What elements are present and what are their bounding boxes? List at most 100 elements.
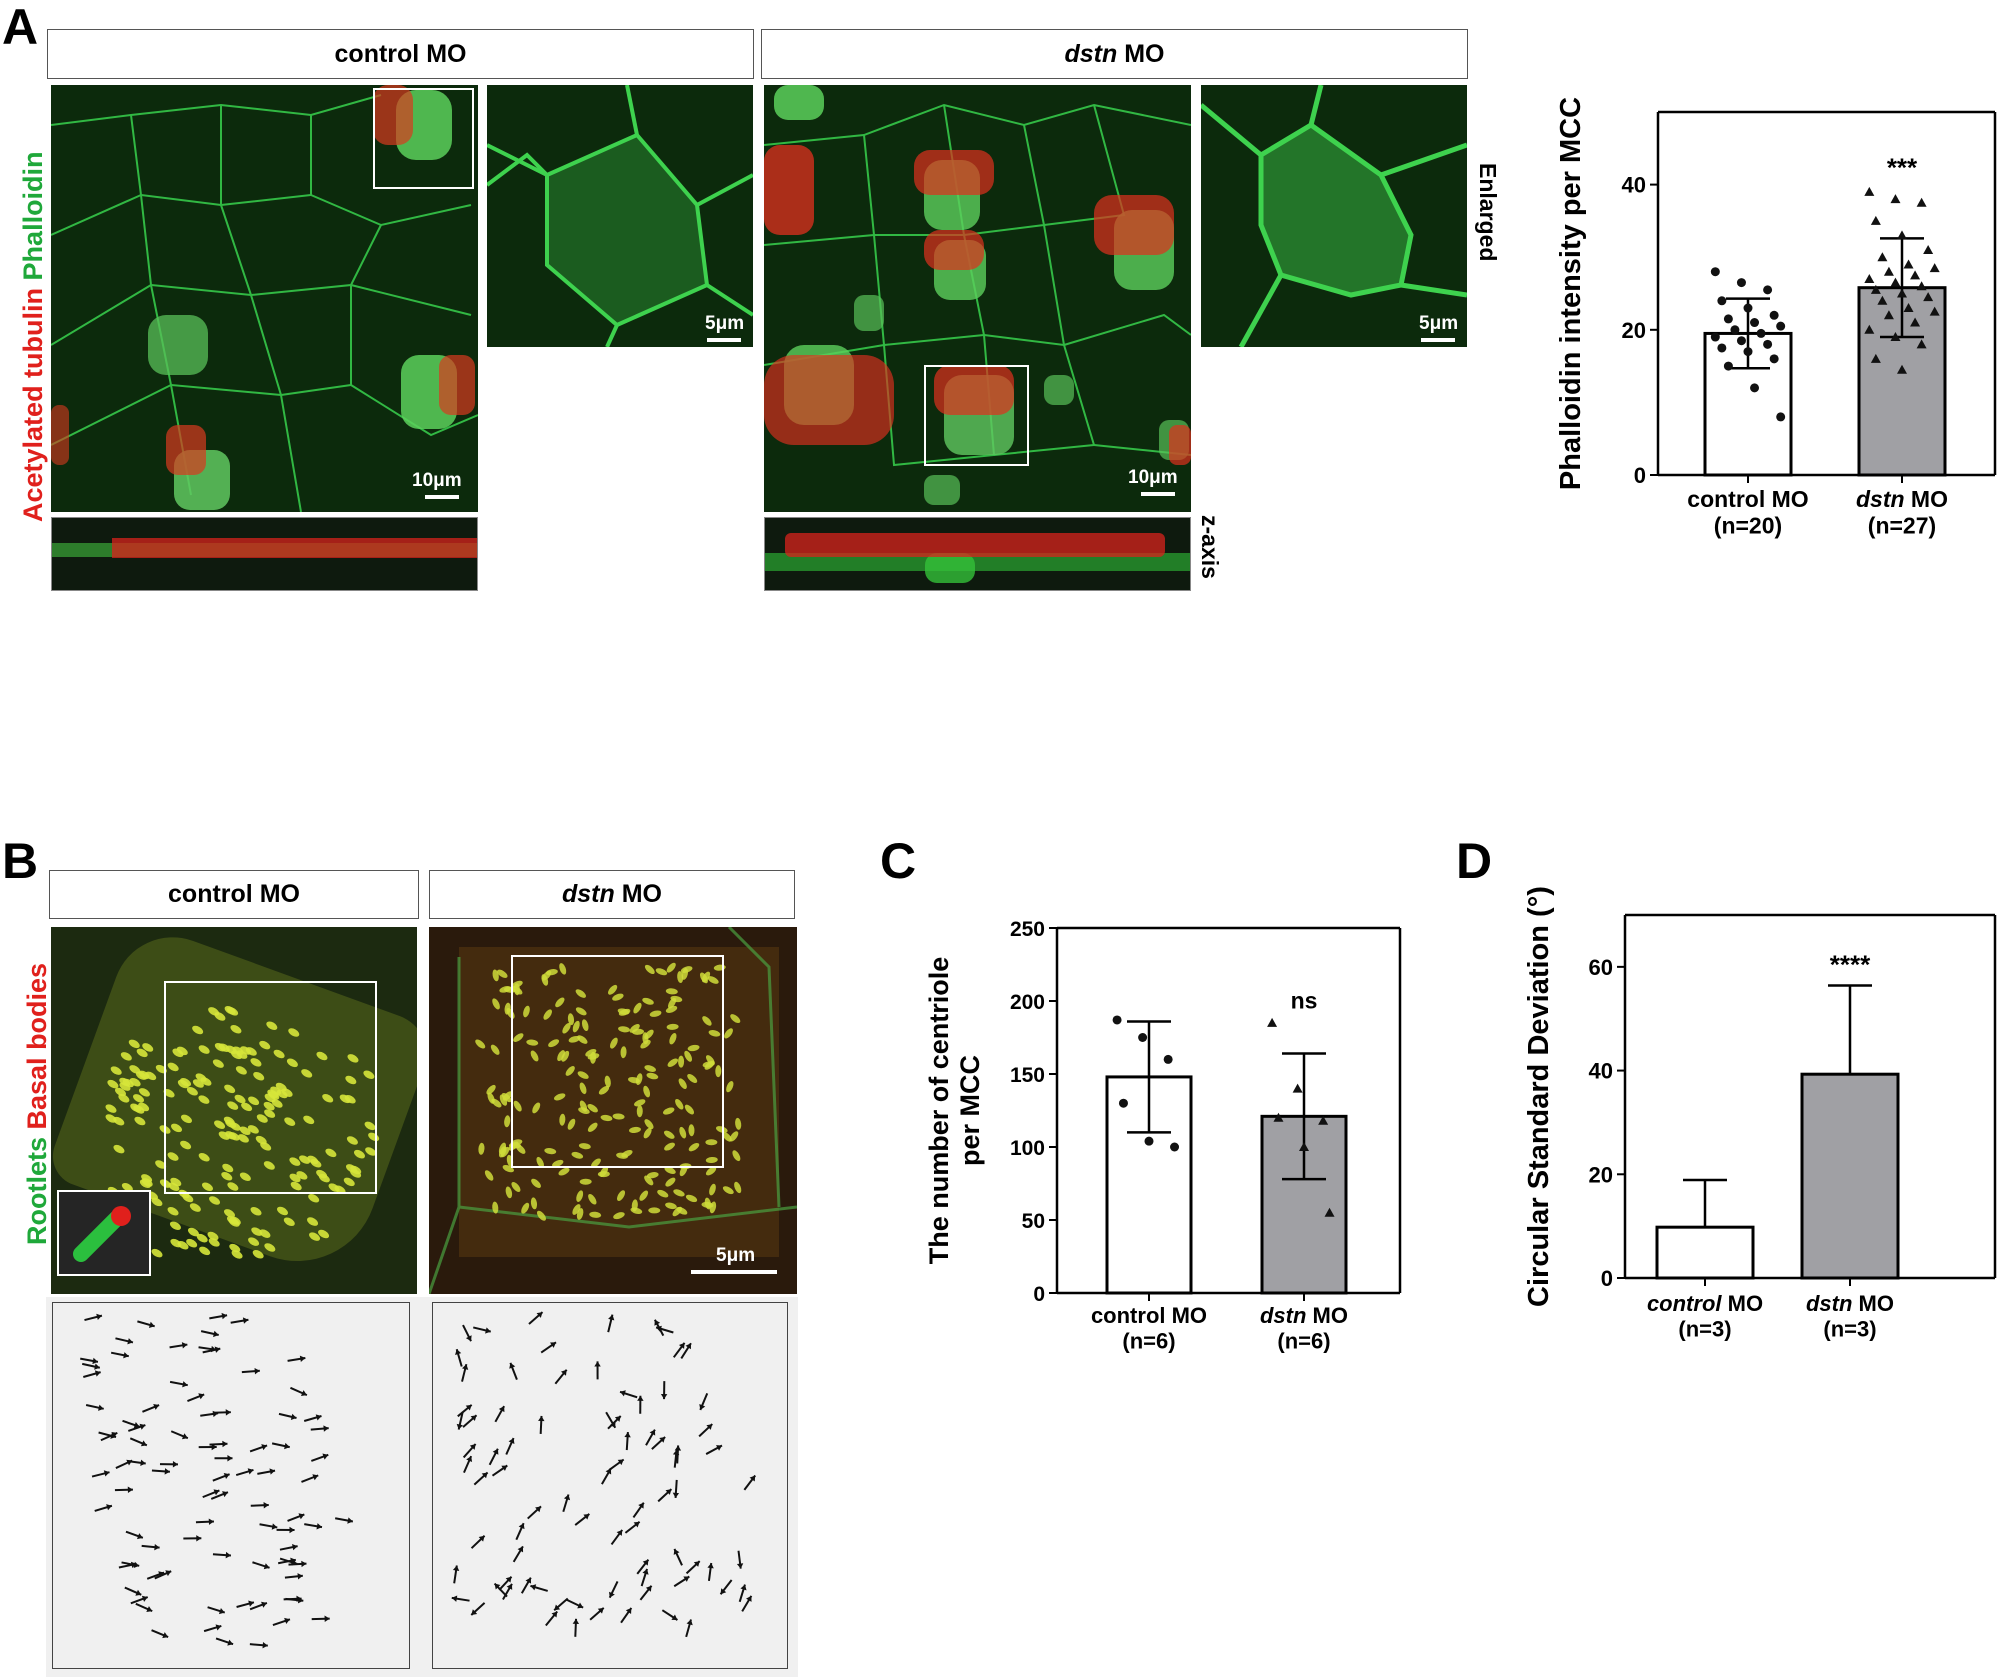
basal-body [231,1050,243,1060]
orientation-arrow [310,1453,329,1462]
basal-body [237,1134,249,1143]
arrow-head [106,1504,112,1511]
data-point [1910,317,1921,327]
orientation-arrow [288,1560,307,1568]
basal-body [636,1105,643,1118]
orientation-arrow [707,1562,714,1581]
basal-body [688,1124,695,1137]
basal-body [678,1078,687,1089]
basal-body [610,1037,618,1049]
arrow-head [94,1370,101,1377]
basal-body [665,988,678,995]
scale-bar-label: 10μm [412,470,462,491]
basal-body [212,1059,224,1068]
micrograph-b-control [51,927,417,1294]
arrow-head [158,1571,165,1578]
orientation-arrow [334,1517,354,1524]
arrow-head [649,1429,656,1436]
basal-body [475,1039,486,1049]
basal-body [303,1115,315,1125]
basal-body [199,1246,211,1256]
data-point [1750,318,1760,328]
basal-body [309,1232,321,1241]
orientation-arrow [505,1437,515,1455]
header-rest: MO [614,880,662,908]
cilia [166,425,206,475]
arrow-head [221,1312,228,1320]
orientation-arrow [672,1342,686,1358]
arrow-head [301,1560,307,1568]
basal-body [554,1093,566,1101]
basal-body [288,1028,300,1037]
header-italic: dstn [562,880,615,908]
basal-body [325,1148,337,1158]
orientation-arrow [241,1367,260,1375]
arrow-head [740,1584,747,1591]
basal-body [579,1178,592,1185]
orientation-arrow [169,1380,188,1388]
channel-green-label: Rootlets [22,1137,52,1245]
basal-body [115,1087,126,1097]
basal-body [289,1157,301,1166]
basal-body [170,1177,182,1187]
basal-body [531,1178,541,1188]
arrow-head [625,1607,632,1614]
orientation-map-dstn [432,1302,788,1669]
basal-body [363,1070,375,1079]
basal-body [618,1008,631,1016]
basal-body [705,1156,718,1164]
cilia [764,355,894,445]
y-axis-label: Circular Standard Deviation (°) [1523,886,1555,1307]
basal-body [591,1158,601,1168]
orientation-arrow [743,1474,757,1491]
cilia [764,145,814,235]
basal-body [561,1050,570,1062]
arrow-head [227,1639,234,1646]
category-label-0: control MO [1091,1303,1207,1328]
arrow-head [451,1595,458,1602]
basal-body [555,997,565,1008]
basal-body [536,1156,544,1169]
basal-body [316,1169,328,1179]
basal-body [497,969,508,978]
data-point [1710,332,1720,342]
arrow-head [164,1468,170,1475]
arrow-head [530,1584,537,1591]
category-n-0: (n=20) [1714,512,1782,538]
data-point [1776,321,1786,331]
orientation-arrow [705,1444,723,1455]
basal-body [241,1102,253,1112]
arrow-head [248,1600,254,1607]
category-italic: dstn [1260,1303,1306,1328]
orientation-arrow [129,1437,148,1447]
basal-body [252,1250,264,1259]
orientation-arrow [699,1392,709,1411]
basal-body [705,1055,715,1066]
mcc-cell [774,85,824,120]
basal-body [676,1207,688,1215]
basal-body [644,964,655,975]
basal-body [521,1202,530,1214]
orientation-arrow [462,1324,472,1342]
orientation-arrow [589,1607,605,1621]
orientation-arrow [271,1442,290,1450]
data-point [1723,314,1733,324]
orientation-arrow [660,1381,668,1400]
basal-body [664,1142,675,1151]
header-dstn-mo-b: dstn MO [429,870,795,919]
arrow-head [554,1604,561,1611]
orientation-arrow [462,1443,477,1459]
basal-body [229,1122,241,1131]
orientation-arrow [154,1570,172,1580]
arrow-head [518,1523,525,1530]
data-point [1897,288,1907,298]
orientation-arrow [470,1602,486,1616]
basal-body [724,1028,733,1039]
arrow-head [594,1361,601,1367]
data-point [1910,270,1921,280]
data-point [1864,324,1875,334]
basal-body [141,1174,153,1183]
scale-bar-label: 5μm [716,1245,756,1266]
basal-body [142,1043,154,1052]
basal-body [646,1172,659,1179]
